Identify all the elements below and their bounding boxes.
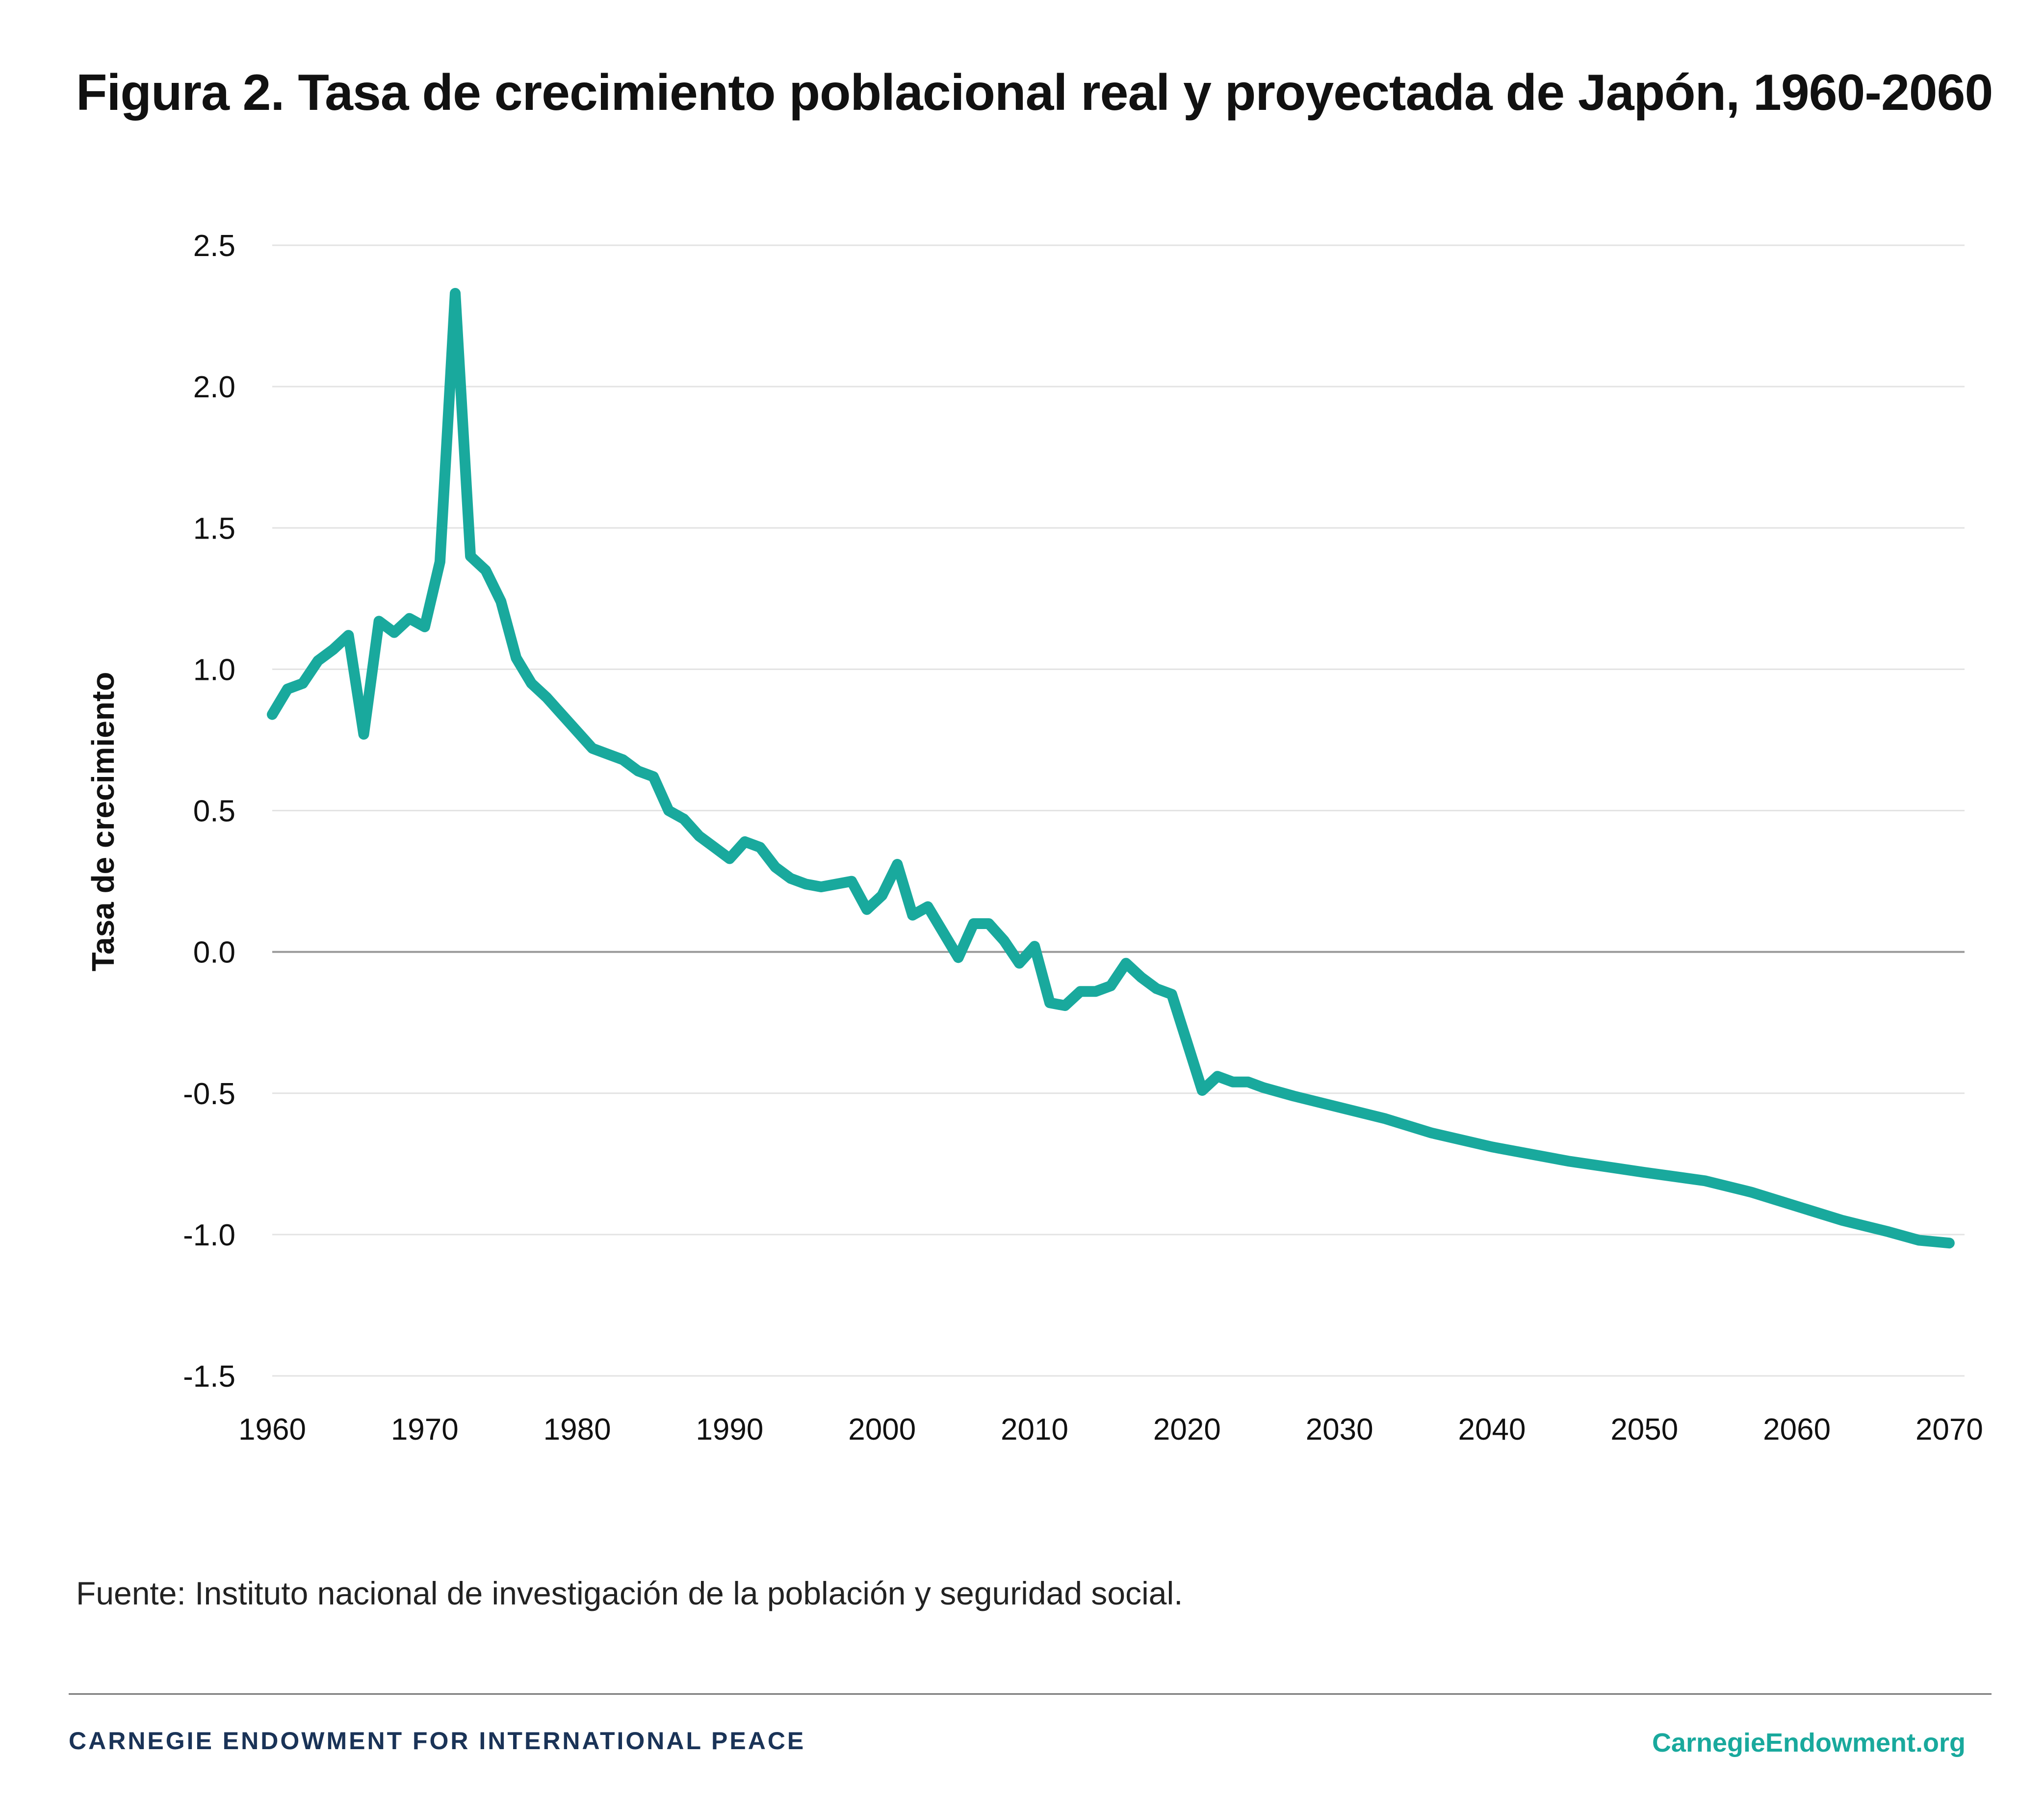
x-tick-label: 2050 xyxy=(1610,1413,1678,1447)
series-layer xyxy=(267,288,1955,1249)
x-tick-label: 2040 xyxy=(1458,1413,1526,1447)
y-tick-label: 2.0 xyxy=(193,370,235,404)
footer-divider xyxy=(69,1693,1992,1695)
x-tick-label: 2010 xyxy=(1001,1413,1068,1447)
chart-title: Figura 2. Tasa de crecimiento poblaciona… xyxy=(76,64,1993,121)
source-note: Fuente: Instituto nacional de investigac… xyxy=(76,1575,1183,1611)
y-tick-label: 1.0 xyxy=(193,653,235,687)
gridlines xyxy=(272,244,1965,1377)
y-tick-label: -1.0 xyxy=(183,1218,235,1252)
x-tick-label: 2070 xyxy=(1915,1413,1983,1447)
y-axis-ticks: 2.5 2.0 1.5 1.0 0.5 0.0 -0.5 -1.0 -1.5 xyxy=(183,229,235,1394)
x-tick-label: 1980 xyxy=(543,1413,611,1447)
x-tick-label: 2020 xyxy=(1153,1413,1221,1447)
y-tick-label: -1.5 xyxy=(183,1360,235,1394)
x-tick-label: 1960 xyxy=(238,1413,306,1447)
x-tick-label: 2060 xyxy=(1763,1413,1831,1447)
x-axis-ticks: 1960 1970 1980 1990 2000 2010 2020 2030 2040 2050… xyxy=(238,1413,1983,1447)
x-tick-label: 1990 xyxy=(696,1413,763,1447)
series-line xyxy=(267,288,1955,1249)
y-tick-label: 0.5 xyxy=(193,795,235,828)
y-tick-label: 1.5 xyxy=(193,512,235,545)
x-tick-label: 1970 xyxy=(391,1413,459,1447)
y-axis-label: Tasa de crecimiento xyxy=(85,672,121,972)
organization-name: CARNEGIE ENDOWMENT FOR INTERNATIONAL PEA… xyxy=(69,1727,806,1755)
website-link[interactable]: CarnegieEndowment.org xyxy=(1652,1728,1966,1758)
y-tick-label: -0.5 xyxy=(183,1077,235,1111)
x-tick-label: 2000 xyxy=(848,1413,916,1447)
y-tick-label: 2.5 xyxy=(193,229,235,263)
x-tick-label: 2030 xyxy=(1306,1413,1373,1447)
y-tick-label: 0.0 xyxy=(193,936,235,970)
